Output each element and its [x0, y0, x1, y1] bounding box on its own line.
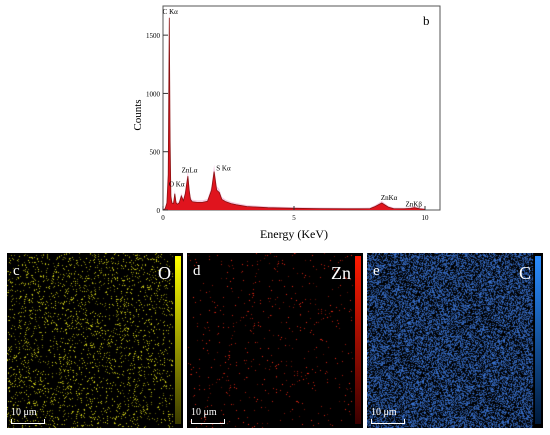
peak-label: C Kα [163, 8, 178, 16]
plot-frame [162, 5, 441, 211]
map-pixels [367, 253, 543, 428]
plot-layer [162, 6, 426, 211]
spectrum-line [162, 17, 426, 211]
panel-label: e [373, 263, 380, 279]
x-tick-label: 5 [292, 214, 296, 222]
y-tick-label: 500 [150, 149, 161, 157]
element-map-o: c O 10 μm [7, 253, 183, 428]
scale-bar-label: 10 μm [191, 407, 217, 418]
x-axis-label: Energy (KeV) [260, 227, 328, 241]
y-tick-label: 1000 [146, 90, 161, 98]
y-tick-label: 0 [157, 207, 161, 215]
peak-label: O Kα [169, 181, 185, 189]
panel-label: d [193, 263, 201, 279]
peak-label: ZnKβ [406, 201, 423, 209]
element-map-zn: d Zn 10 μm [187, 253, 363, 428]
eds-spectrum-chart: 0 500 1000 1500 0 5 10 C Kα O Kα ZnLα S Kα ZnKα Zn… [132, 5, 441, 241]
x-axis: 0 5 10 [161, 206, 429, 222]
peak-label: S Kα [216, 164, 231, 172]
scale-bar-label: 10 μm [11, 407, 37, 418]
element-map-c: e C 10 μm [367, 253, 543, 428]
scale-bar [11, 419, 45, 424]
y-axis-label: Counts [132, 99, 144, 130]
intensity-colorbar [355, 256, 361, 424]
peak-label: ZnLα [182, 167, 198, 175]
map-pixels [187, 253, 363, 428]
map-pixels [7, 253, 183, 428]
scale-bar-label: 10 μm [371, 407, 397, 418]
x-tick-label: 0 [161, 214, 165, 222]
intensity-colorbar [175, 256, 181, 424]
intensity-colorbar [535, 256, 541, 424]
y-axis: 0 500 1000 1500 [146, 32, 168, 215]
element-label: Zn [331, 263, 351, 283]
element-label: C [518, 263, 531, 283]
panel-label: b [423, 13, 430, 28]
scale-bar [191, 419, 225, 424]
x-tick-label: 10 [422, 214, 430, 222]
element-label: O [158, 263, 171, 283]
peak-label: ZnKα [381, 194, 398, 202]
y-tick-label: 1500 [146, 32, 161, 40]
panel-label: c [13, 263, 20, 279]
scale-bar [371, 419, 405, 424]
peak-labels: C Kα O Kα ZnLα S Kα ZnKα ZnKβ [163, 8, 423, 208]
